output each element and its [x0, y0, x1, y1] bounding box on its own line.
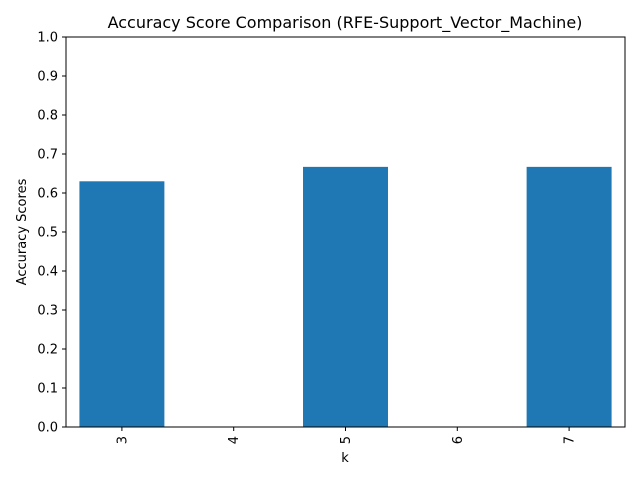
- bar-k-7: [526, 166, 612, 427]
- y-ticks-layer: 0.0 0.1 0.2 0.3 0.4 0.5 0.6 0.7 0.8 0.9 1.0: [37, 31, 66, 436]
- x-tick-label: 7: [563, 436, 578, 444]
- y-axis-label: Accuracy Scores: [15, 178, 30, 285]
- y-tick-label: 0.2: [37, 343, 58, 358]
- x-tick-label: 5: [339, 436, 354, 444]
- x-tick-label: 6: [451, 436, 466, 444]
- bar-k-3: [79, 181, 165, 427]
- y-tick-label: 0.6: [37, 187, 58, 202]
- y-tick-label: 0.5: [37, 226, 58, 241]
- y-tick-label: 0.9: [37, 70, 58, 85]
- y-tick-label: 1.0: [37, 31, 58, 46]
- y-tick-label: 0.8: [37, 109, 58, 124]
- y-tick-label: 0.4: [37, 265, 58, 280]
- y-tick-label: 0.0: [37, 421, 58, 436]
- y-tick-label: 0.7: [37, 148, 58, 163]
- x-ticks-layer: 3 4 5 6 7: [115, 427, 578, 444]
- chart-title: Accuracy Score Comparison (RFE-Support_V…: [108, 13, 583, 33]
- x-axis-label: k: [341, 451, 349, 466]
- bars-layer: [79, 166, 612, 427]
- x-tick-label: 4: [227, 436, 242, 444]
- x-tick-label: 3: [115, 436, 130, 444]
- bar-k-5: [303, 166, 388, 427]
- y-tick-label: 0.1: [37, 382, 58, 397]
- y-tick-label: 0.3: [37, 304, 58, 319]
